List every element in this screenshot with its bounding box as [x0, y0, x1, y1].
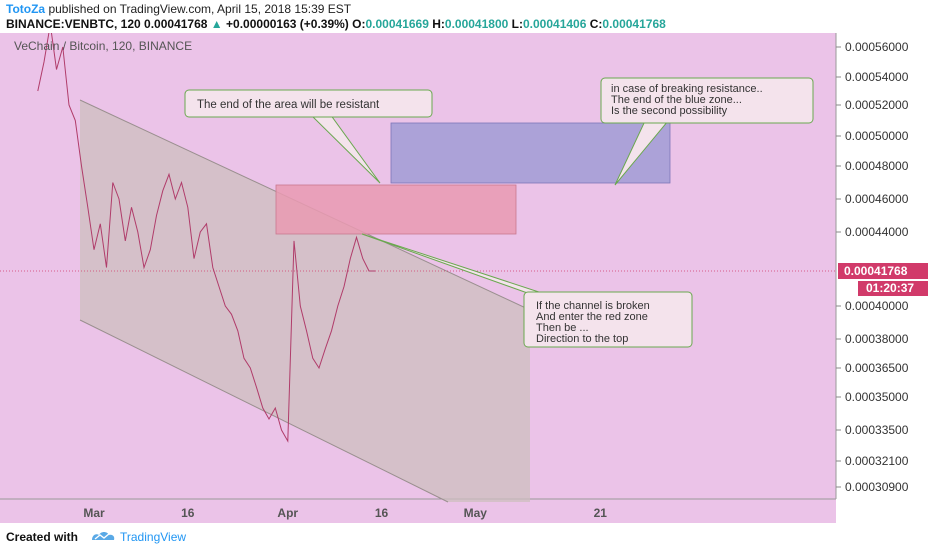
price-tick-label: 0.00056000 [845, 40, 909, 54]
current-price-tag-text: 0.00041768 [844, 264, 908, 278]
price-tick-label: 0.00048000 [845, 159, 909, 173]
open-value: 0.00041669 [365, 17, 429, 31]
symbol-label: BINANCE:VENBTC, 120 [6, 17, 141, 31]
price-series-line[interactable] [37, 24, 376, 443]
price-tick-label: 0.00044000 [845, 225, 909, 239]
last-price: 0.00041768 [144, 17, 208, 31]
bottom-callout-line-4: Direction to the top [536, 333, 628, 345]
published-text: published on TradingView.com, April 15, … [48, 2, 352, 16]
price-tick-label: 0.00040000 [845, 299, 909, 313]
price-tick-label: 0.00046000 [845, 192, 909, 206]
open-label: O: [352, 17, 366, 31]
price-tick-label: 0.00032100 [845, 454, 909, 468]
time-tick-label: Mar [83, 506, 105, 520]
ohlc-line: BINANCE:VENBTC, 120 0.00041768 ▲ +0.0000… [6, 17, 666, 31]
red-zone[interactable] [275, 184, 517, 235]
high-label: H: [432, 17, 445, 31]
top-callout-text: The end of the area will be resistant [197, 99, 380, 111]
tradingview-brand-link[interactable]: TradingView [120, 530, 187, 544]
bottom-callout-line-2: And enter the red zone [536, 311, 648, 323]
blue-zone[interactable] [390, 122, 671, 184]
close-label: C: [589, 17, 603, 31]
price-tick-label: 0.00035000 [845, 390, 909, 404]
right-callout-box[interactable] [600, 77, 814, 124]
price-chart[interactable]: The end of the area will be resistant in… [0, 24, 932, 523]
current-price-tag [838, 263, 928, 279]
price-tick-label: 0.00033500 [845, 423, 909, 437]
bottom-callout-line-1: If the channel is broken [536, 300, 650, 312]
price-tick-label: 0.00030900 [845, 480, 909, 494]
right-callout-line-3: Is the second possibility [611, 105, 728, 117]
right-callout-line-2: The end of the blue zone... [611, 94, 742, 106]
price-tick-label: 0.00054000 [845, 70, 909, 84]
countdown-tag [858, 281, 928, 296]
time-tick-label: 21 [594, 506, 608, 520]
right-callout-line-1: in case of breaking resistance.. [611, 83, 763, 95]
price-tick-label: 0.00052000 [845, 98, 909, 112]
time-tick-label: May [464, 506, 488, 520]
created-with-label: Created with [6, 530, 79, 544]
author-name[interactable]: TotoZa [6, 2, 46, 16]
up-arrow-icon: ▲ [210, 17, 223, 31]
time-tick-label: 16 [181, 506, 195, 520]
price-tick-label: 0.00036500 [845, 361, 909, 375]
high-value: 0.00041800 [444, 17, 509, 31]
countdown-tag-text: 01:20:37 [866, 281, 914, 295]
low-label: L: [511, 17, 523, 31]
time-tick-label: 16 [375, 506, 389, 520]
price-axis-ticks: 0.00056000 0.00054000 0.00052000 0.00050000… [836, 40, 909, 494]
footer: Created with TradingView [0, 523, 932, 550]
bottom-callout-line-3: Then be ... [536, 322, 589, 334]
price-tick-label: 0.00050000 [845, 129, 909, 143]
time-axis-ticks: Mar 16 Apr 16 May 21 [83, 506, 607, 520]
chart-title: VeChain / Bitcoin, 120, BINANCE [14, 39, 192, 53]
close-value: 0.00041768 [602, 17, 666, 31]
time-axis-corner [836, 499, 932, 523]
price-tick-label: 0.00038000 [845, 332, 909, 346]
bottom-callout-box[interactable] [523, 291, 693, 348]
tradingview-logo-icon [92, 532, 115, 540]
top-callout-box[interactable] [184, 89, 433, 118]
chart-area[interactable]: The end of the area will be resistant in… [0, 24, 932, 523]
change-value: +0.00000163 (+0.39%) [226, 17, 349, 31]
channel-area[interactable] [80, 100, 530, 502]
time-axis-background [0, 499, 932, 523]
time-tick-label: Apr [277, 506, 298, 520]
low-value: 0.00041406 [522, 17, 587, 31]
publish-info: TotoZa published on TradingView.com, Apr… [6, 2, 351, 16]
